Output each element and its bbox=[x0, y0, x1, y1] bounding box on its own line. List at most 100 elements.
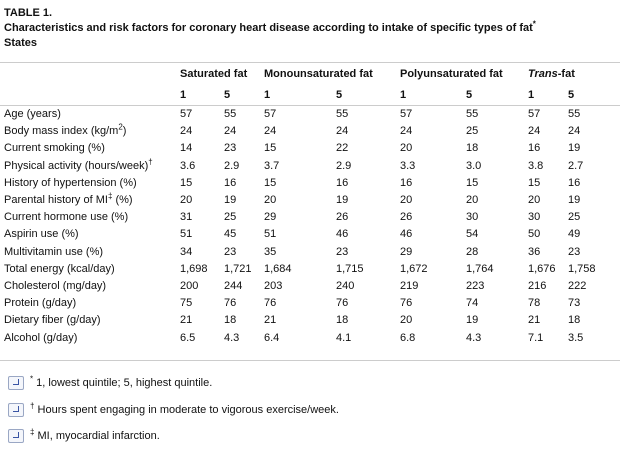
cell: 1,721 bbox=[224, 262, 252, 275]
cell: 24 bbox=[568, 125, 581, 138]
footnote: ‡ MI, myocardial infarction. bbox=[30, 427, 160, 443]
row-label-marker: † bbox=[148, 156, 153, 166]
group-header-text: -fat bbox=[557, 68, 575, 80]
group-header-text: Saturated fat bbox=[180, 68, 248, 80]
row-label: Dietary fiber (g/day) bbox=[4, 314, 101, 327]
caption-marker: * bbox=[532, 19, 536, 29]
cell: 244 bbox=[224, 280, 243, 292]
cell: 3.3 bbox=[400, 159, 416, 172]
group-header-text: Monounsaturated fat bbox=[264, 68, 373, 80]
column-header: 5 bbox=[336, 89, 343, 101]
cell: 28 bbox=[466, 245, 479, 258]
cell: 20 bbox=[400, 142, 413, 155]
cell: 49 bbox=[568, 228, 581, 241]
column-header: 1 bbox=[528, 89, 535, 101]
cell: 30 bbox=[528, 211, 541, 224]
cell: 30 bbox=[466, 211, 479, 224]
cell: 222 bbox=[568, 280, 587, 292]
cell: 1,698 bbox=[180, 262, 208, 275]
row-label: Age (years) bbox=[4, 108, 61, 121]
rule bbox=[0, 360, 620, 361]
cell: 16 bbox=[336, 176, 349, 189]
cell: 2.9 bbox=[224, 159, 240, 172]
row-label-text: Dietary fiber (g/day) bbox=[4, 314, 101, 327]
row-label-marker: ‡ bbox=[107, 191, 113, 201]
cell: 29 bbox=[264, 211, 277, 224]
footnote-marker: † bbox=[30, 400, 35, 410]
cell: 46 bbox=[336, 228, 349, 241]
group-header: Polyunsaturated fat bbox=[400, 68, 503, 81]
footnote-marker: ‡ bbox=[30, 427, 35, 437]
footnote: † Hours spent engaging in moderate to vi… bbox=[30, 400, 339, 417]
cell: 1,764 bbox=[466, 262, 494, 275]
row-label-text: History of hypertension (%) bbox=[4, 176, 137, 189]
row-label-text: Physical activity (hours/week) bbox=[4, 159, 149, 172]
cell: 3.5 bbox=[568, 331, 584, 344]
row-label-text: Age (years) bbox=[4, 108, 61, 120]
cell: 2.9 bbox=[336, 159, 352, 172]
cell: 1,758 bbox=[568, 262, 596, 275]
cell: 55 bbox=[568, 108, 581, 120]
cell: 36 bbox=[528, 245, 541, 258]
cell: 19 bbox=[466, 314, 479, 327]
cell: 223 bbox=[466, 280, 485, 292]
cell: 1,676 bbox=[528, 262, 556, 275]
cell: 23 bbox=[224, 245, 237, 258]
cell: 203 bbox=[264, 280, 283, 292]
column-header: 5 bbox=[224, 89, 231, 101]
row-label-end: (%) bbox=[112, 194, 133, 206]
cell: 6.5 bbox=[180, 331, 196, 344]
cell: 46 bbox=[400, 228, 413, 241]
cell: 18 bbox=[466, 142, 479, 155]
footnote-icon bbox=[8, 402, 24, 417]
cell: 15 bbox=[528, 176, 541, 189]
row-label: Current smoking (%) bbox=[4, 142, 105, 155]
cell: 1,684 bbox=[264, 262, 292, 275]
cell: 14 bbox=[180, 142, 193, 155]
cell: 55 bbox=[224, 108, 237, 120]
row-label: Parental history of MI‡ (%) bbox=[4, 191, 133, 207]
row-label-text: Parental history of MI bbox=[4, 194, 108, 206]
cell: 55 bbox=[466, 108, 479, 120]
cell: 25 bbox=[224, 211, 237, 224]
row-label-marker: 2 bbox=[118, 122, 123, 132]
cell: 26 bbox=[336, 211, 349, 224]
cell: 20 bbox=[400, 314, 413, 327]
cell: 24 bbox=[264, 125, 277, 138]
cell: 57 bbox=[400, 108, 413, 120]
cell: 6.8 bbox=[400, 331, 416, 344]
cell: 18 bbox=[336, 314, 349, 327]
cell: 22 bbox=[336, 142, 349, 155]
table-caption: Characteristics and risk factors for cor… bbox=[4, 19, 536, 35]
cell: 24 bbox=[224, 125, 237, 138]
cell: 15 bbox=[180, 176, 193, 189]
group-header: Saturated fat bbox=[180, 68, 247, 81]
group-header: Monounsaturated fat bbox=[264, 68, 373, 81]
cell: 15 bbox=[466, 176, 479, 189]
cell: 75 bbox=[180, 297, 193, 310]
cell: 20 bbox=[466, 194, 479, 206]
row-label: Cholesterol (mg/day) bbox=[4, 280, 106, 293]
cell: 16 bbox=[224, 176, 237, 189]
column-header: 1 bbox=[180, 89, 187, 101]
cell: 4.1 bbox=[336, 331, 352, 344]
cell: 1,715 bbox=[336, 262, 364, 275]
cell: 20 bbox=[528, 194, 541, 206]
cell: 200 bbox=[180, 280, 199, 292]
cell: 24 bbox=[180, 125, 193, 138]
row-label-text: Total energy (kcal/day) bbox=[4, 262, 115, 275]
cell: 19 bbox=[224, 194, 237, 206]
cell: 76 bbox=[224, 297, 237, 310]
rule bbox=[0, 62, 620, 63]
row-label: Aspirin use (%) bbox=[4, 228, 79, 241]
row-label-text: Current smoking (%) bbox=[4, 142, 105, 155]
cell: 21 bbox=[180, 314, 193, 327]
cell: 55 bbox=[336, 108, 349, 120]
cell: 240 bbox=[336, 280, 355, 292]
cell: 18 bbox=[568, 314, 581, 327]
row-label-text: Aspirin use (%) bbox=[4, 228, 79, 241]
cell: 78 bbox=[528, 297, 541, 310]
row-label: Physical activity (hours/week)† bbox=[4, 156, 153, 173]
cell: 23 bbox=[224, 142, 237, 155]
cell: 23 bbox=[568, 245, 581, 258]
